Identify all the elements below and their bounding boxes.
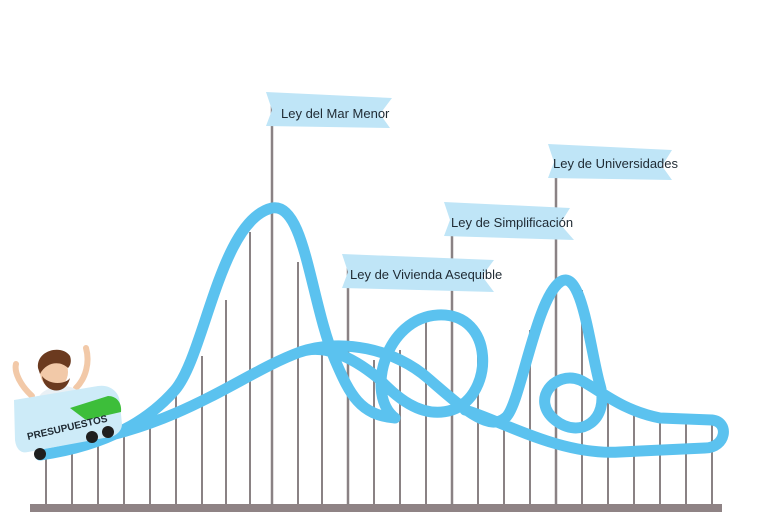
passenger-left-arm — [12, 361, 35, 399]
passenger-right-arm — [73, 345, 91, 391]
flag-banner-universidades — [548, 144, 672, 180]
cart-wheel-mid — [86, 431, 98, 443]
flag-label-simplificacion: Ley de Simplificación — [451, 215, 573, 230]
coaster-track — [34, 202, 729, 461]
flag-vivienda: Ley de Vivienda Asequible — [342, 254, 502, 292]
flag-universidades: Ley de Universidades — [548, 144, 679, 180]
flag-simplificacion: Ley de Simplificación — [444, 202, 574, 240]
ground-bar — [30, 504, 722, 512]
flag-label-vivienda: Ley de Vivienda Asequible — [350, 267, 502, 282]
cart-wheel-rear — [34, 448, 46, 460]
flag-banner-simplificacion — [444, 202, 574, 240]
flag-label-universidades: Ley de Universidades — [553, 156, 679, 171]
cart-wheel-front — [102, 426, 114, 438]
flag-banner-vivienda — [342, 254, 494, 292]
coaster-cart: PRESUPUESTOS — [12, 345, 122, 460]
passenger-hair — [37, 349, 71, 374]
passenger-beard — [42, 376, 70, 391]
cart-stripe — [70, 396, 122, 420]
flag-banner-mar-menor — [266, 92, 392, 128]
flag-mar-menor: Ley del Mar Menor — [266, 92, 392, 128]
flag-label-mar-menor: Ley del Mar Menor — [281, 106, 390, 121]
